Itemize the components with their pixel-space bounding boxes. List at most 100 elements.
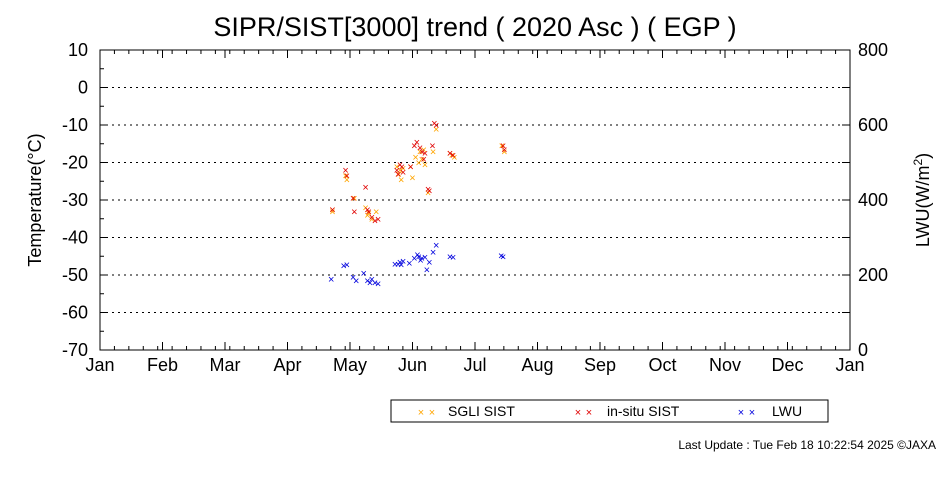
data-point-lwu: × <box>367 278 373 290</box>
x-tick-label: Jun <box>398 355 427 375</box>
legend-label-insitu: in-situ SIST <box>607 403 680 419</box>
data-point-lwu: × <box>417 255 423 267</box>
y2-tick-label: 400 <box>858 190 888 210</box>
data-point-sgli-sist: × <box>501 146 507 158</box>
data-point-lwu: × <box>328 274 334 286</box>
data-point-insitu-sist: × <box>500 141 506 153</box>
data-point-lwu: × <box>397 257 403 269</box>
data-point-insitu-sist: × <box>407 161 413 173</box>
y2-tick-label: 0 <box>858 340 868 360</box>
y2-axis-label-main: LWU(W/m <box>913 166 933 248</box>
x-tick-label: May <box>333 355 367 375</box>
data-point-sgli-sist: × <box>398 174 404 186</box>
y-tick-label: 10 <box>68 40 88 60</box>
data-point-lwu: × <box>395 259 401 271</box>
x-tick-label: Jul <box>463 355 486 375</box>
legend-markers: × × × × × × <box>418 407 755 419</box>
data-point-sgli-sist: × <box>369 214 375 226</box>
data-point-insitu-sist: × <box>411 141 417 153</box>
footer-last-update: Last Update : Tue Feb 18 10:22:54 2025 ©… <box>678 438 936 452</box>
data-point-insitu-sist: × <box>417 143 423 155</box>
data-point-insitu-sist: × <box>366 206 372 218</box>
legend: × × × × × × SGLI SIST in-situ SIST LWU <box>390 399 829 423</box>
data-point-lwu: × <box>500 251 506 263</box>
y-tick-label: -60 <box>62 303 88 323</box>
legend-label-lwu: LWU <box>772 403 802 419</box>
data-point-sgli-sist: × <box>373 206 379 218</box>
data-point-lwu: × <box>353 276 359 288</box>
data-point-lwu: × <box>450 252 456 264</box>
y2-axis-label-end: ) <box>913 153 933 159</box>
data-point-lwu: × <box>392 259 398 271</box>
data-point-lwu: × <box>422 252 428 264</box>
data-point-lwu: × <box>361 268 367 280</box>
data-point-insitu-sist: × <box>431 118 437 130</box>
data-point-insitu-sist: × <box>369 212 375 224</box>
data-point-insitu-sist: × <box>375 214 381 226</box>
x-tick-label: Apr <box>273 355 301 375</box>
data-point-sgli-sist: × <box>397 165 403 177</box>
data-point-sgli-sist: × <box>407 161 413 173</box>
data-point-sgli-sist: × <box>396 169 402 181</box>
data-point-insitu-sist: × <box>450 150 456 162</box>
x-tick-label: Mar <box>210 355 241 375</box>
data-point-insitu-sist: × <box>501 144 507 156</box>
data-point-sgli-sist: × <box>447 148 453 160</box>
x-tick-label: Nov <box>709 355 741 375</box>
data-point-lwu: × <box>426 257 432 269</box>
data-point-lwu: × <box>398 260 404 272</box>
y-tick-label: -40 <box>62 228 88 248</box>
data-point-insitu-sist: × <box>329 204 335 216</box>
x-tick-label: Aug <box>521 355 553 375</box>
data-point-sgli-sist: × <box>366 208 372 220</box>
y-tick-label: -10 <box>62 115 88 135</box>
data-point-insitu-sist: × <box>447 148 453 160</box>
data-point-sgli-sist: × <box>394 161 400 173</box>
data-point-insitu-sist: × <box>350 193 356 205</box>
legend-label-sgli: SGLI SIST <box>448 403 515 419</box>
data-point-insitu-sist: × <box>421 154 427 166</box>
data-point-insitu-sist: × <box>351 206 357 218</box>
y-tick-label: -50 <box>62 265 88 285</box>
data-point-insitu-sist: × <box>429 141 435 153</box>
y2-axis-label-sup: 2 <box>911 159 925 166</box>
data-point-insitu-sist: × <box>399 161 405 173</box>
data-point-lwu: × <box>411 253 417 265</box>
data-point-sgli-sist: × <box>412 152 418 164</box>
data-point-sgli-sist: × <box>409 173 415 185</box>
data-point-sgli-sist: × <box>342 171 348 183</box>
data-point-sgli-sist: × <box>430 146 436 158</box>
x-tick-label: Dec <box>771 355 803 375</box>
data-point-lwu: × <box>344 260 350 272</box>
y2-tick-label: 600 <box>858 115 888 135</box>
legend-marker-lwu: × <box>738 407 744 419</box>
data-point-lwu: × <box>375 278 381 290</box>
data-points: ××××××××××××××× ×××××××××××××××××××××××××… <box>328 118 508 290</box>
data-point-lwu: × <box>498 251 504 263</box>
data-point-insitu-sist: × <box>362 182 368 194</box>
data-point-insitu-sist: × <box>394 165 400 177</box>
data-point-lwu: × <box>416 251 422 263</box>
data-point-sgli-sist: × <box>329 206 335 218</box>
data-point-sgli-sist: × <box>449 150 455 162</box>
data-point-insitu-sist: × <box>342 165 348 177</box>
data-point-sgli-sist: × <box>433 124 439 136</box>
data-point-sgli-sist: × <box>329 204 335 216</box>
legend-marker-insitu-sist: × <box>575 407 581 419</box>
data-point-insitu-sist: × <box>364 204 370 216</box>
data-point-lwu: × <box>406 258 412 270</box>
x-tick-label: Sep <box>584 355 616 375</box>
data-point-insitu-sist: × <box>372 216 378 228</box>
data-point-sgli-sist: × <box>351 193 357 205</box>
x-tick-label: Feb <box>147 355 178 375</box>
y2-tick-label: 800 <box>858 40 888 60</box>
chart-title: SIPR/SIST[3000] trend ( 2020 Asc ) ( EGP… <box>213 12 736 42</box>
data-point-sgli-sist: × <box>425 188 431 200</box>
data-point-insitu-sist: × <box>426 186 432 198</box>
y-axis-label: Temperature(°C) <box>25 133 45 266</box>
data-point-sgli-sist: × <box>421 144 427 156</box>
data-point-insitu-sist: × <box>400 167 406 179</box>
data-point-lwu: × <box>414 249 420 261</box>
data-point-insitu-sist: × <box>433 120 439 132</box>
